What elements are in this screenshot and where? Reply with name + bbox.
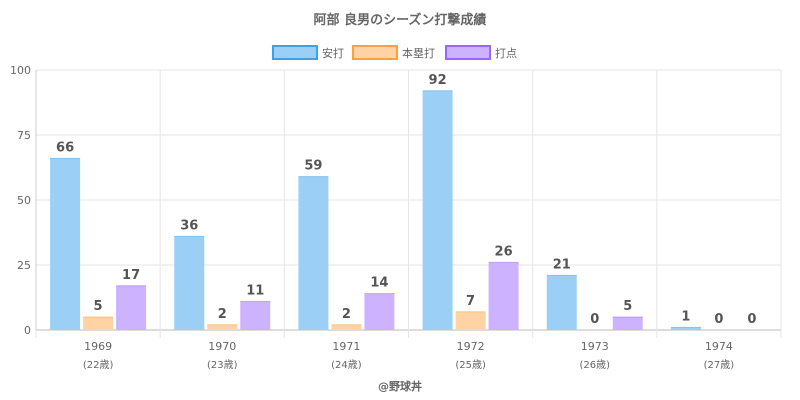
data-label-0-4: 21 bbox=[553, 257, 571, 272]
y-tick-label-4: 100 bbox=[10, 64, 31, 77]
bar-1-3 bbox=[455, 311, 486, 330]
legend-swatch-1 bbox=[352, 45, 398, 60]
bar-0-0 bbox=[50, 158, 81, 330]
data-label-1-1: 2 bbox=[218, 307, 227, 322]
y-tick-label-3: 75 bbox=[17, 129, 31, 142]
data-label-2-4: 5 bbox=[623, 299, 632, 314]
x-tick-label-4: 1973 bbox=[581, 340, 609, 353]
data-label-0-2: 59 bbox=[304, 159, 322, 174]
legend-label-0: 安打 bbox=[322, 46, 344, 60]
y-tick-label-2: 50 bbox=[17, 194, 31, 207]
data-label-0-3: 92 bbox=[429, 73, 447, 88]
y-axis: 0 25 50 75 100 bbox=[10, 64, 37, 337]
data-label-2-0: 17 bbox=[122, 268, 140, 283]
data-label-0-0: 66 bbox=[56, 140, 74, 155]
x-tick-sublabel-1: (23歳) bbox=[207, 359, 238, 371]
data-label-1-0: 5 bbox=[94, 299, 103, 314]
data-label-1-2: 2 bbox=[342, 307, 351, 322]
bar-0-5 bbox=[670, 327, 701, 330]
bar-1-1 bbox=[207, 324, 238, 330]
gridlines bbox=[35, 69, 782, 338]
data-label-0-5: 1 bbox=[681, 309, 690, 324]
data-label-2-5: 0 bbox=[747, 312, 756, 327]
x-tick-sublabel-0: (22歳) bbox=[83, 359, 114, 371]
x-tick-sublabel-2: (24歳) bbox=[331, 359, 362, 371]
data-label-0-1: 36 bbox=[180, 218, 198, 233]
y-tick-label-1: 25 bbox=[17, 259, 31, 272]
x-axis: 1969 (22歳) 1970 (23歳) 1971 (24歳) 1972 (25歳) 1973… bbox=[83, 340, 734, 371]
bar-2-1 bbox=[240, 301, 271, 330]
legend-label-2: 打点 bbox=[495, 46, 517, 60]
bar-0-4 bbox=[546, 275, 577, 330]
data-label-2-2: 14 bbox=[370, 276, 388, 291]
bar-0-1 bbox=[174, 236, 205, 330]
x-tick-sublabel-4: (26歳) bbox=[579, 359, 610, 371]
y-tick-label-0: 0 bbox=[24, 324, 31, 337]
legend-swatch-2 bbox=[445, 45, 491, 60]
bar-1-0 bbox=[83, 317, 114, 330]
bar-0-3 bbox=[422, 90, 453, 330]
bar-2-4 bbox=[612, 317, 643, 330]
data-label-1-4: 0 bbox=[590, 312, 599, 327]
bar-2-0 bbox=[116, 285, 147, 330]
x-tick-label-1: 1970 bbox=[208, 340, 236, 353]
data-label-2-3: 26 bbox=[495, 244, 513, 259]
x-tick-sublabel-3: (25歳) bbox=[455, 359, 486, 371]
data-label-1-3: 7 bbox=[466, 294, 475, 309]
x-tick-label-5: 1974 bbox=[705, 340, 733, 353]
legend-label-1: 本塁打 bbox=[402, 46, 435, 60]
chart-title: 阿部 良男のシーズン打撃成績 bbox=[314, 12, 487, 28]
bar-0-2 bbox=[298, 176, 329, 330]
data-label-1-5: 0 bbox=[714, 312, 723, 327]
x-tick-label-2: 1971 bbox=[332, 340, 360, 353]
x-tick-label-0: 1969 bbox=[84, 340, 112, 353]
credit-text: @野球丼 bbox=[378, 379, 422, 393]
data-label-2-1: 11 bbox=[246, 283, 264, 298]
legend-swatch-0 bbox=[272, 45, 318, 60]
bar-1-2 bbox=[331, 324, 362, 330]
bar-2-2 bbox=[364, 293, 395, 330]
x-tick-sublabel-5: (27歳) bbox=[704, 359, 735, 371]
legend: 安打 本塁打 打点 bbox=[272, 45, 517, 60]
x-tick-label-3: 1972 bbox=[457, 340, 485, 353]
bar-2-3 bbox=[488, 262, 519, 330]
